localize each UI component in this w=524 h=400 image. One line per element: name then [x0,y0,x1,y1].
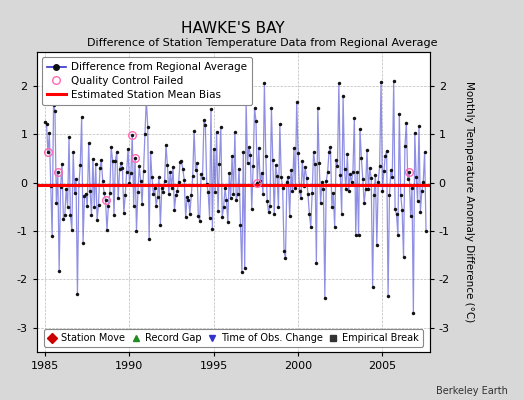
Legend: Station Move, Record Gap, Time of Obs. Change, Empirical Break: Station Move, Record Gap, Time of Obs. C… [43,329,423,347]
Y-axis label: Monthly Temperature Anomaly Difference (°C): Monthly Temperature Anomaly Difference (… [464,81,474,323]
Title: HAWKE'S BAY: HAWKE'S BAY [181,20,285,36]
Text: Berkeley Earth: Berkeley Earth [436,386,508,396]
Text: Difference of Station Temperature Data from Regional Average: Difference of Station Temperature Data f… [87,38,437,48]
